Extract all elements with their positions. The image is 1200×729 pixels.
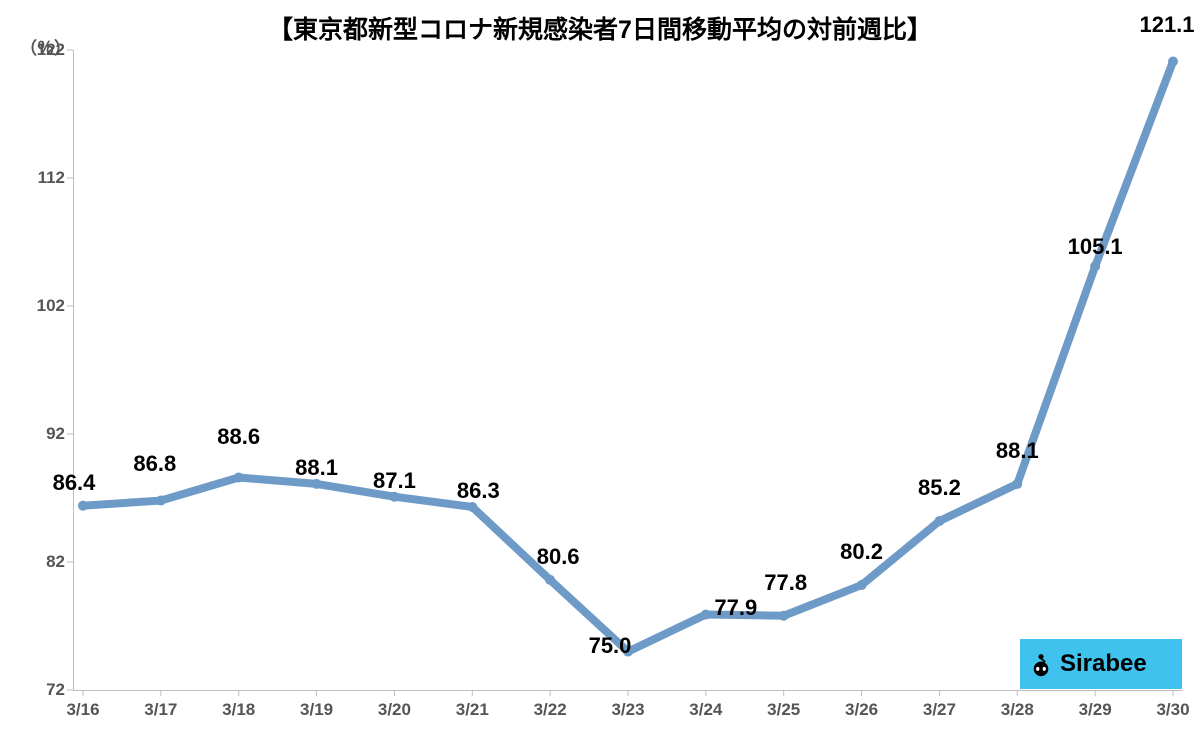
brand-name: Sirabee [1060, 650, 1147, 678]
bee-icon [1028, 651, 1054, 677]
brand-badge: Sirabee [1020, 639, 1182, 689]
data-label: 121.1 [1139, 12, 1194, 38]
data-label: 77.8 [764, 570, 807, 596]
data-label: 87.1 [373, 468, 416, 494]
line-chart-plot [0, 0, 1200, 729]
data-label: 77.9 [714, 595, 757, 621]
data-label: 86.4 [53, 470, 96, 496]
data-label: 88.6 [217, 424, 260, 450]
data-label: 86.3 [457, 478, 500, 504]
data-label: 88.1 [996, 438, 1039, 464]
data-label: 88.1 [295, 455, 338, 481]
data-label: 105.1 [1068, 234, 1123, 260]
data-label: 75.0 [589, 633, 632, 659]
data-label: 86.8 [133, 451, 176, 477]
data-label: 80.6 [537, 544, 580, 570]
data-label: 80.2 [840, 539, 883, 565]
data-label: 85.2 [918, 475, 961, 501]
